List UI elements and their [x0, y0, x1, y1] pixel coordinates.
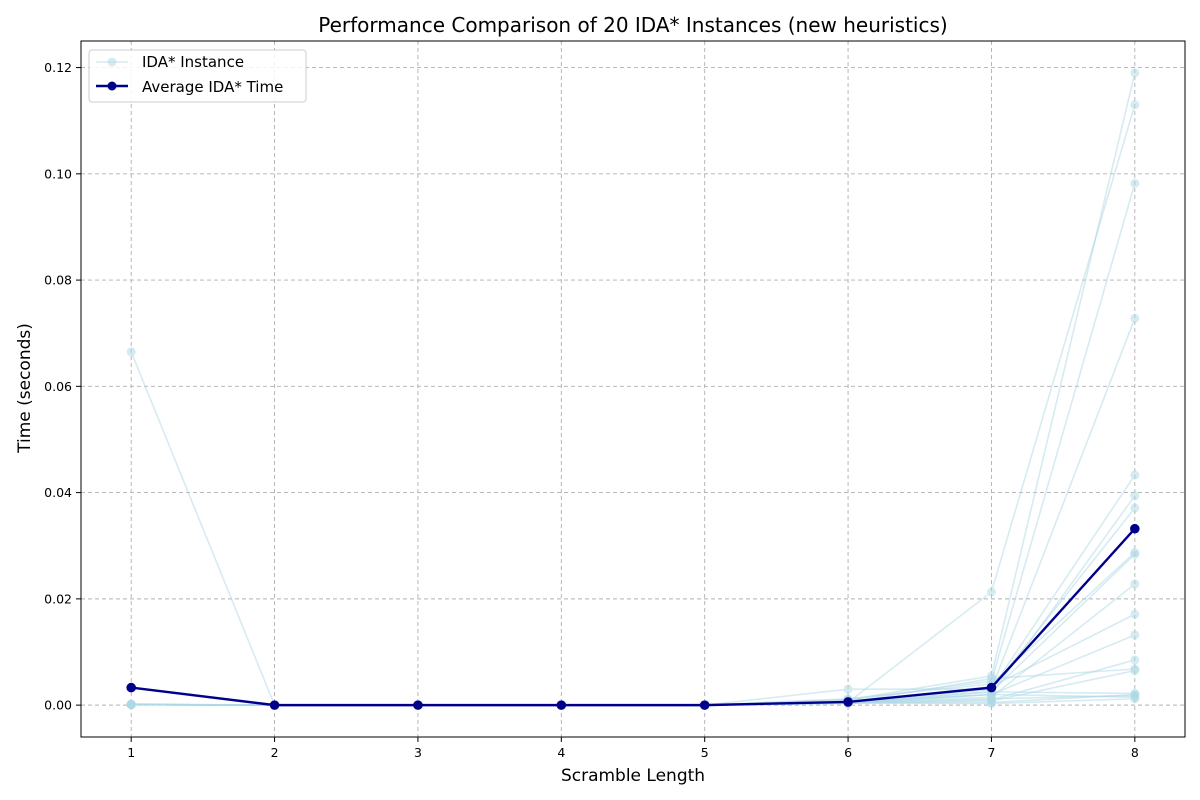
legend-label-instance: IDA* Instance — [142, 53, 244, 71]
x-axis-label: Scramble Length — [561, 766, 705, 786]
x-tick-label: 6 — [844, 745, 852, 760]
x-tick-label: 1 — [127, 745, 135, 760]
instance-point — [1130, 694, 1140, 704]
instance-point — [1130, 68, 1140, 78]
x-tick-label: 4 — [557, 745, 565, 760]
y-tick-label: 0.00 — [44, 698, 72, 713]
x-tick-label: 3 — [414, 745, 422, 760]
average-point — [1130, 523, 1140, 534]
instance-point — [986, 587, 996, 597]
legend-marker-instance — [107, 57, 117, 67]
x-tick-label: 5 — [701, 745, 709, 760]
instance-point — [1130, 100, 1140, 110]
instance-point — [1130, 178, 1140, 188]
instance-point — [1130, 503, 1140, 513]
instance-point — [986, 689, 996, 699]
instance-point — [1130, 666, 1140, 676]
y-tick-label: 0.04 — [44, 485, 72, 500]
y-tick-label: 0.08 — [44, 273, 72, 288]
average-series — [126, 523, 1140, 710]
average-point — [699, 700, 710, 710]
average-point — [986, 682, 997, 693]
average-point — [556, 700, 567, 710]
legend-marker-average — [107, 81, 117, 91]
average-point — [413, 700, 423, 710]
average-point — [126, 682, 136, 693]
plot-frame — [80, 40, 1186, 738]
grid-lines — [81, 41, 1185, 737]
average-point — [843, 697, 853, 707]
x-tick-label: 7 — [987, 745, 995, 760]
instance-point — [1130, 470, 1140, 480]
instance-point — [126, 347, 136, 357]
y-tick-label: 0.12 — [44, 60, 72, 75]
instance-point — [1130, 579, 1140, 589]
series-layer — [126, 68, 1140, 710]
instance-point — [1130, 491, 1140, 501]
chart-title: Performance Comparison of 20 IDA* Instan… — [318, 13, 947, 37]
legend-label-average: Average IDA* Time — [142, 78, 283, 96]
legend-box — [88, 49, 307, 103]
instance-point — [986, 674, 996, 684]
instance-point — [986, 699, 996, 709]
average-point — [269, 700, 280, 710]
x-tick-label: 8 — [1131, 745, 1139, 760]
y-axis-label: Time (seconds) — [15, 323, 35, 454]
legend: IDA* Instance Average IDA* Time — [88, 49, 307, 103]
axis-ticks: 1 2 3 4 5 6 7 8 0.00 0.02 0.04 0.06 0.08 0.10 0.12 — [44, 60, 1139, 760]
y-tick-label: 0.10 — [44, 166, 72, 181]
instance-point — [1130, 609, 1140, 619]
instance-point — [1130, 655, 1140, 665]
instance-point — [126, 700, 136, 710]
x-tick-label: 2 — [271, 745, 279, 760]
instance-point — [1130, 630, 1140, 640]
instance-point — [1130, 313, 1140, 323]
instance-point — [1130, 549, 1140, 559]
instance-point — [843, 684, 853, 694]
y-tick-label: 0.02 — [44, 591, 72, 606]
y-tick-label: 0.06 — [44, 379, 72, 394]
average-line — [131, 527, 1136, 707]
